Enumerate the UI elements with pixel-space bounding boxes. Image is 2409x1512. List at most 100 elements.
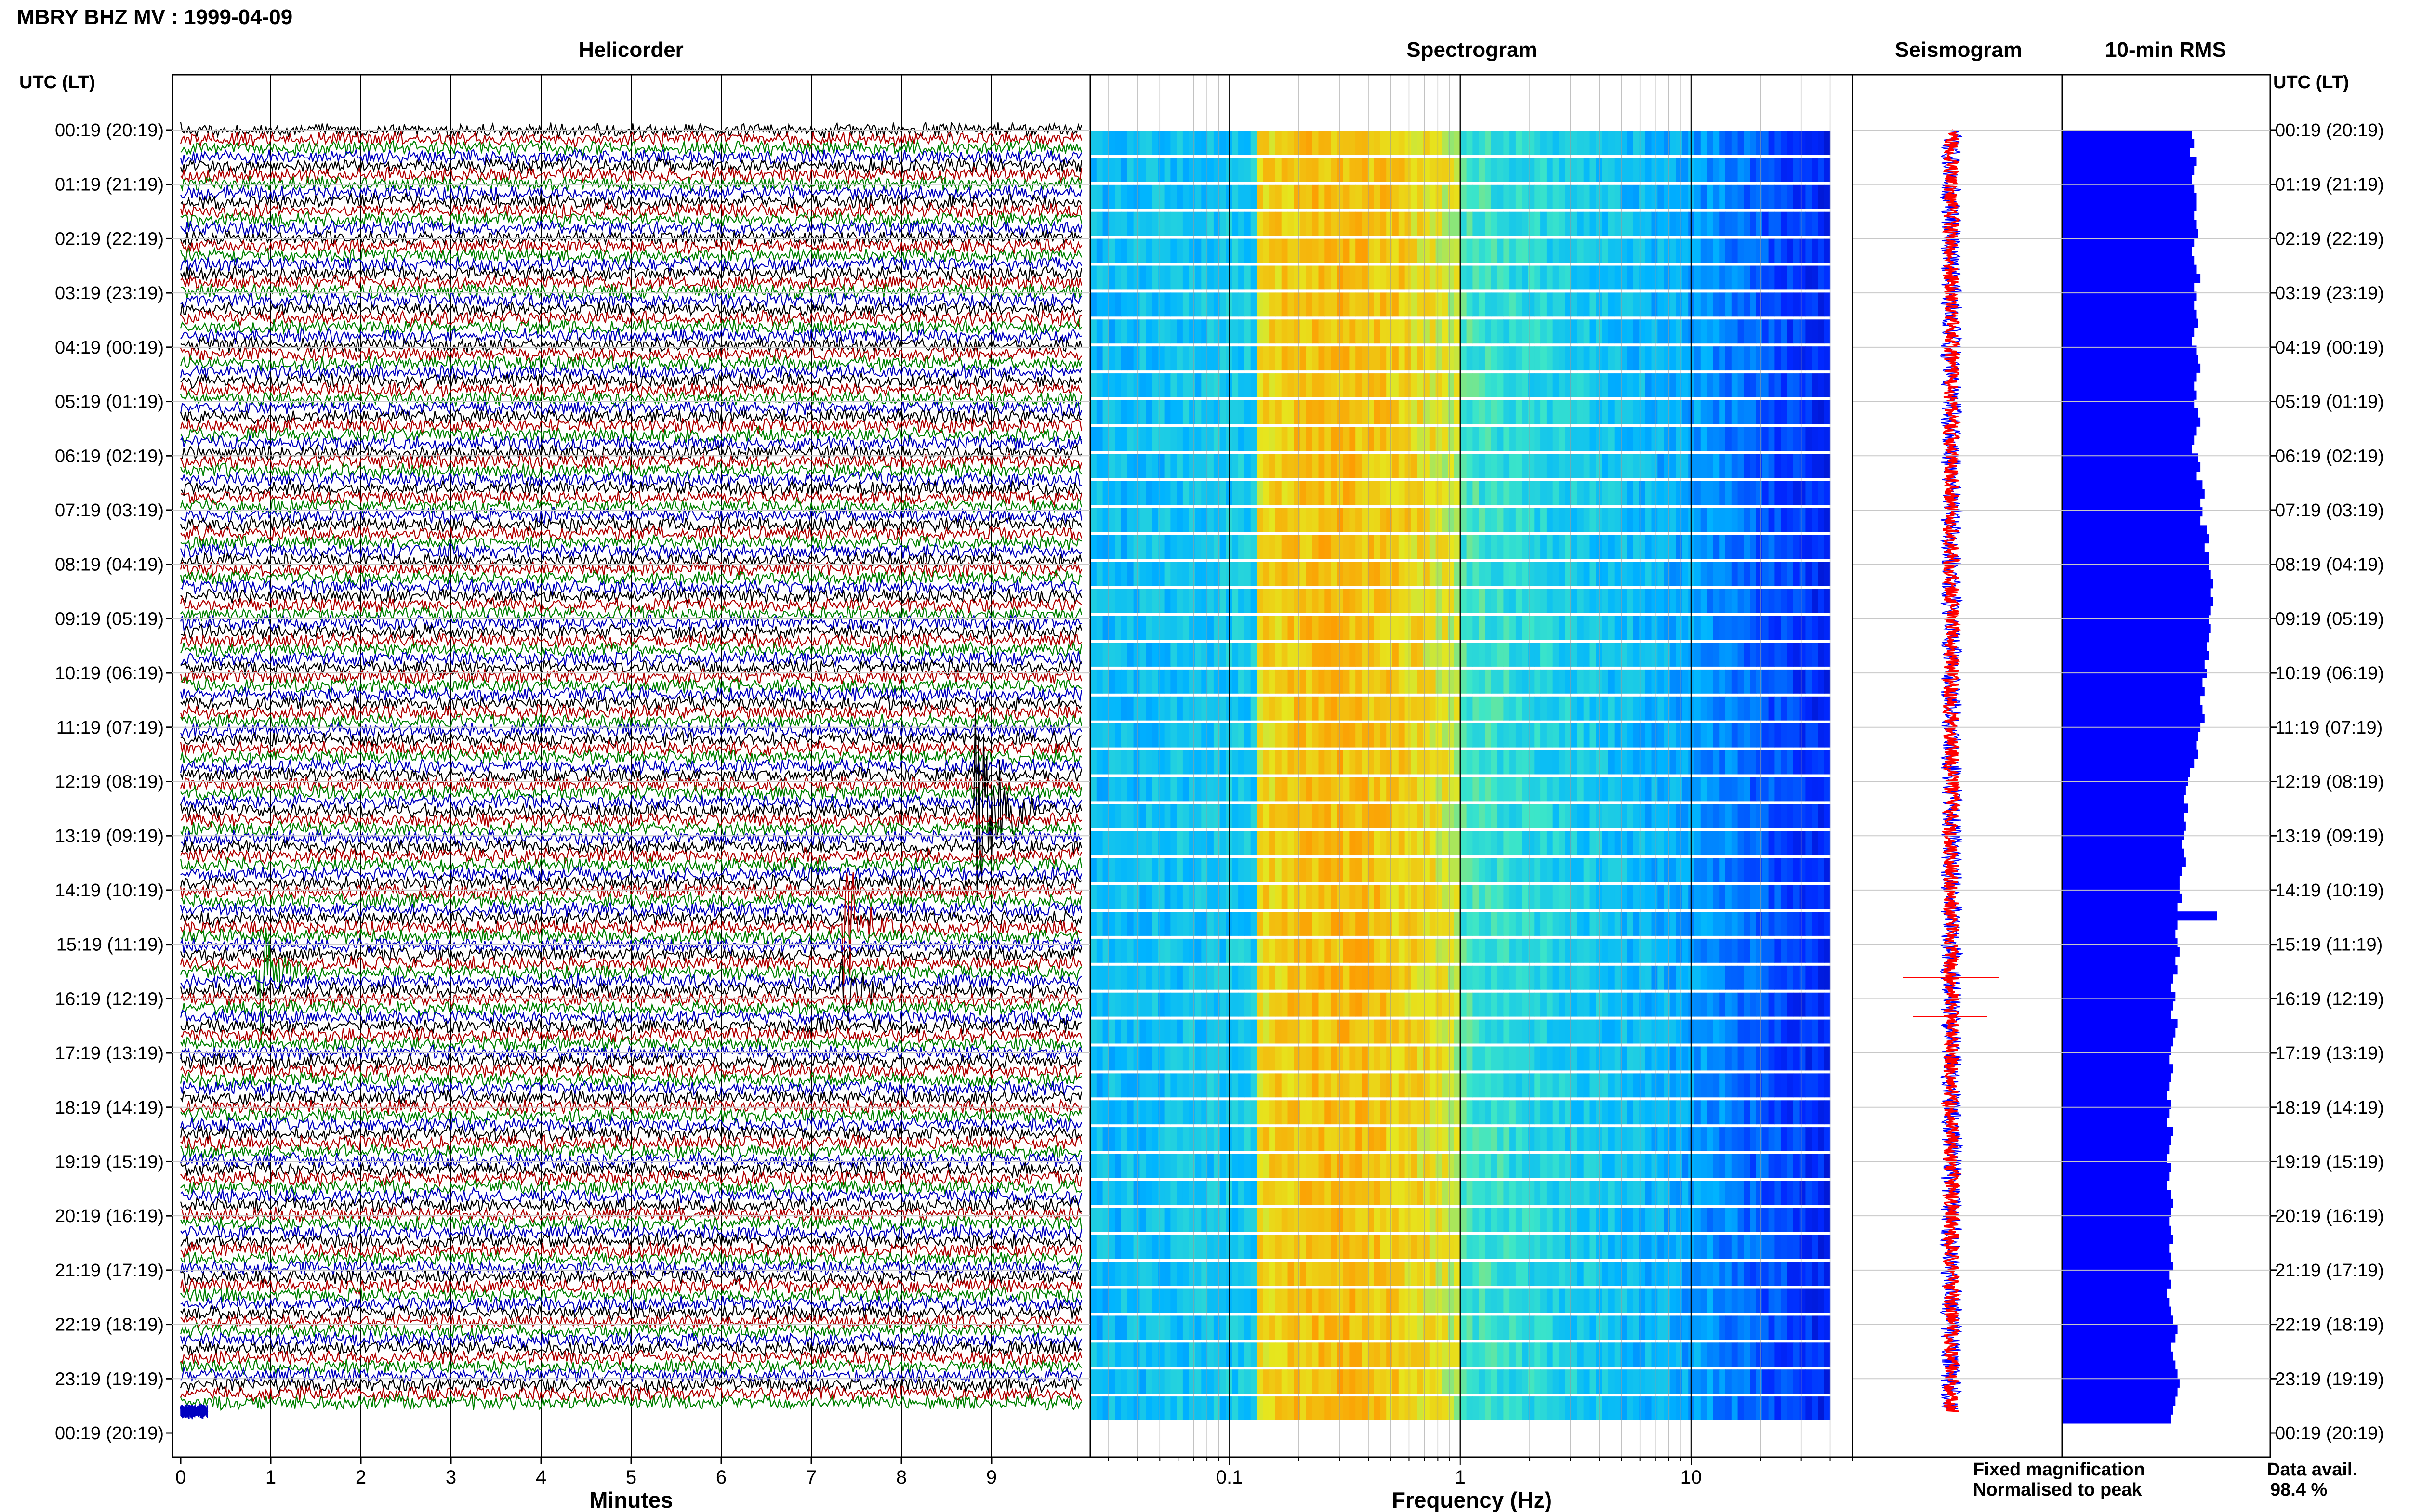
spectrogram-cell (1774, 643, 1781, 667)
spectrogram-cell (1158, 1208, 1165, 1232)
spectrogram-cell (1485, 1100, 1492, 1125)
spectrogram-cell (1250, 885, 1257, 909)
spectrogram-cell (1787, 184, 1794, 209)
spectrogram-cell (1090, 238, 1097, 263)
spectrogram-cell (1429, 400, 1436, 424)
spectrogram-cell (1583, 1019, 1590, 1044)
spectrogram-cell (1627, 1127, 1633, 1151)
spectrogram-cell (1559, 643, 1565, 667)
spectrogram-cell (1355, 804, 1362, 828)
spectrogram-cell (1657, 481, 1664, 505)
spectrogram-cell (1121, 1181, 1128, 1205)
spectrogram-cell (1127, 616, 1134, 640)
spectrogram-cell (1460, 481, 1467, 505)
spectrogram-cell (1768, 669, 1775, 694)
spectrogram-cell (1244, 131, 1251, 155)
spectrogram-cell (1343, 1181, 1350, 1205)
spectrogram-cell (1669, 589, 1677, 613)
helicorder-trace (180, 1124, 1082, 1143)
spectrogram-cell (1355, 938, 1362, 963)
spectrogram-cell (1115, 804, 1122, 828)
spectrogram-cell (1793, 589, 1800, 613)
spectrogram-cell (1287, 965, 1294, 990)
spectrogram-cell (1152, 643, 1159, 667)
spectrogram-cell (1534, 965, 1541, 990)
spectrogram-cell (1238, 750, 1245, 775)
spectrogram-cell (1534, 669, 1541, 694)
spectrogram-cell (1577, 696, 1584, 721)
spectrogram-cell (1540, 373, 1547, 397)
spectrogram-cell (1571, 1046, 1578, 1071)
spectrogram-cell (1805, 1019, 1812, 1044)
spectrogram-cell (1552, 319, 1560, 344)
spectrogram-cell (1491, 292, 1498, 317)
spectrogram-cell (1744, 265, 1750, 290)
spectrogram-cell (1429, 750, 1436, 775)
spectrogram-cell (1090, 723, 1097, 748)
spectrogram-cell (1682, 346, 1689, 371)
spectrogram-cell (1423, 265, 1430, 290)
spectrogram-cell (1552, 292, 1560, 317)
spectrogram-cell (1546, 131, 1553, 155)
spectrogram-cell (1522, 831, 1529, 855)
spectrogram-cell (1664, 965, 1670, 990)
spectrogram-cell (1651, 427, 1658, 451)
spectrogram-cell (1312, 992, 1319, 1017)
spectrogram-cell (1540, 562, 1547, 586)
spectrogram-cell (1195, 131, 1202, 155)
spectrogram-cell (1189, 696, 1196, 721)
spectrogram-cell (1608, 1100, 1615, 1125)
spectrogram-cell (1454, 346, 1461, 371)
spectrogram-cell (1460, 804, 1467, 828)
spectrogram-cell (1664, 373, 1670, 397)
spectrogram-cell (1207, 562, 1214, 586)
spectrogram-cell (1355, 669, 1362, 694)
spectrogram-cell (1287, 158, 1294, 182)
spectrogram-cell (1651, 292, 1658, 317)
spectrogram-cell (1781, 669, 1787, 694)
spectrogram-cell (1121, 965, 1128, 990)
helicorder-trace (180, 959, 1082, 1022)
spectrogram-cell (1232, 938, 1239, 963)
spectrogram-cell (1528, 696, 1535, 721)
spectrogram-cell (1417, 643, 1424, 667)
spectrogram-cell (1182, 1073, 1190, 1098)
spectrogram-cell (1633, 992, 1640, 1017)
spectrogram-cell (1454, 481, 1461, 505)
spectrogram-cell (1639, 1073, 1646, 1098)
spectrogram-cell (1466, 427, 1473, 451)
spectrogram-cell (1774, 1100, 1781, 1125)
spectrogram-cell (1491, 965, 1498, 990)
spectrogram-cell (1762, 481, 1769, 505)
spectrogram-cell (1257, 562, 1263, 586)
spectrogram-cell (1781, 427, 1787, 451)
helicorder-trace (180, 301, 1082, 319)
spectrogram-cell (1768, 211, 1775, 236)
spectrogram-cell (1324, 319, 1331, 344)
spectrogram-cell (1651, 1127, 1658, 1151)
spectrogram-cell (1189, 589, 1196, 613)
spectrogram-cell (1367, 643, 1375, 667)
spectrogram-cell (1824, 992, 1831, 1017)
spectrogram-cell (1577, 373, 1584, 397)
spectrogram-cell (1250, 158, 1257, 182)
spectrogram-cell (1793, 750, 1800, 775)
spectrogram-cell (1546, 508, 1553, 532)
spectrogram-cell (1762, 1181, 1769, 1205)
spectrogram-cell (1207, 669, 1214, 694)
spectrogram-cell (1232, 669, 1239, 694)
spectrogram-cell (1331, 669, 1337, 694)
spectrogram-cell (1195, 965, 1202, 990)
spectrogram-cell (1362, 508, 1368, 532)
spectrogram-cell (1133, 238, 1140, 263)
spectrogram-cell (1331, 373, 1337, 397)
spectrogram-cell (1694, 938, 1701, 963)
spectrogram-cell (1522, 777, 1529, 802)
spectrogram-cell (1812, 723, 1818, 748)
spectrogram-cell (1355, 965, 1362, 990)
spectrogram-cell (1744, 831, 1750, 855)
spectrogram-cell (1651, 1181, 1658, 1205)
spectrogram-cell (1793, 885, 1800, 909)
spectrogram-cell (1182, 885, 1190, 909)
spectrogram-cell (1435, 912, 1442, 936)
